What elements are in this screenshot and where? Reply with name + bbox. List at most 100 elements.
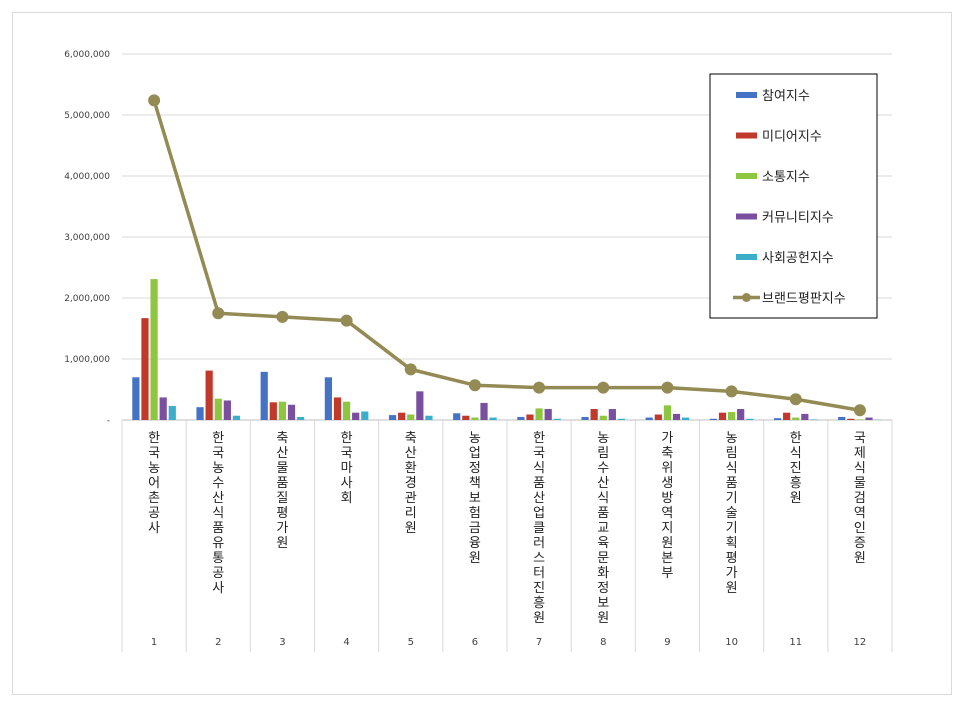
y-tick-label: 4,000,000: [64, 172, 110, 182]
bar: [709, 418, 717, 420]
line-point: [276, 310, 289, 323]
legend-label: 소통지수: [762, 170, 810, 185]
line-point: [789, 393, 802, 406]
category-index: 10: [725, 637, 738, 648]
legend-swatch: [736, 213, 757, 220]
bar: [727, 412, 736, 420]
category-index: 8: [600, 637, 606, 648]
bar: [269, 402, 277, 420]
bar: [865, 417, 873, 420]
bar: [682, 417, 690, 420]
line-point: [853, 404, 866, 417]
legend-label: 참여지수: [762, 89, 810, 104]
bar: [489, 417, 497, 420]
bar: [150, 279, 158, 420]
bar: [581, 416, 589, 420]
bar: [737, 409, 745, 420]
bar: [425, 415, 433, 420]
category-index: 7: [536, 637, 542, 648]
bar: [232, 415, 241, 420]
bar: [141, 318, 149, 420]
series-line: [152, 99, 861, 412]
bar: [196, 407, 204, 420]
bar: [599, 415, 607, 420]
bar: [847, 418, 855, 420]
bar: [590, 409, 598, 420]
y-tick-label: 6,000,000: [64, 50, 110, 60]
bar: [278, 401, 287, 420]
line-point: [468, 379, 481, 392]
category-index: 12: [854, 637, 867, 648]
bar: [342, 401, 351, 420]
bar: [480, 402, 488, 420]
bar: [462, 415, 470, 420]
bar: [517, 416, 525, 420]
line-point: [725, 385, 738, 398]
y-axis-ticks: 6,000,000 5,000,000 4,000,000 3,000,000 2,00…: [64, 50, 110, 426]
bar: [801, 413, 809, 420]
category-index: 9: [664, 637, 670, 648]
y-tick-label: 3,000,000: [64, 233, 110, 243]
line-point: [404, 363, 417, 376]
bar: [416, 391, 424, 420]
bar: [159, 397, 167, 420]
legend-swatch: [736, 254, 757, 260]
y-tick-label: 5,000,000: [64, 111, 110, 121]
bar: [453, 413, 461, 420]
bar: [132, 377, 140, 420]
line-point: [533, 381, 546, 394]
line-point: [661, 381, 674, 394]
bar: [856, 419, 864, 420]
category-index: 11: [789, 637, 802, 648]
bar: [324, 377, 332, 420]
bar: [773, 418, 782, 420]
bar: [645, 417, 653, 420]
y-tick-label: 1,000,000: [64, 355, 110, 365]
bar: [663, 405, 672, 420]
line-point: [148, 94, 161, 107]
legend-swatch: [736, 132, 757, 139]
category-index: 1: [151, 637, 157, 648]
bar: [544, 409, 552, 420]
legend-label: 브랜드평판지수: [762, 292, 846, 307]
bar: [361, 411, 369, 420]
bar: [792, 417, 800, 420]
bar: [287, 404, 296, 420]
bar: [260, 371, 268, 420]
bar: [608, 409, 616, 420]
bar: [214, 398, 222, 420]
bar: [718, 412, 727, 420]
bar: [205, 370, 213, 420]
bar: [783, 412, 791, 420]
category-table: 한 국 농 어 촌 공 사 1 한 국 농 수 산 식 품 유 통 공 사 2 축 산 물 품 질 평 가 원 3 한 국 마 사 회 4 축 산 환 경 관…: [121, 419, 893, 652]
line-point: [212, 307, 225, 320]
legend-label: 커뮤니티지수: [762, 211, 834, 226]
bar: [810, 419, 818, 420]
legend-marker: [742, 293, 751, 302]
category-index: 2: [215, 637, 221, 648]
legend-box: [709, 73, 878, 319]
legend-swatch: [736, 173, 757, 179]
bar-series: [132, 279, 882, 420]
line-point: [340, 314, 353, 327]
category-index: 3: [279, 637, 285, 648]
bar: [352, 412, 360, 420]
line-point: [597, 381, 610, 394]
line-series: [148, 94, 866, 417]
bar: [168, 405, 176, 420]
bar: [553, 418, 561, 420]
bar: [388, 415, 397, 420]
bar: [672, 413, 681, 420]
category-index: 6: [472, 637, 478, 648]
